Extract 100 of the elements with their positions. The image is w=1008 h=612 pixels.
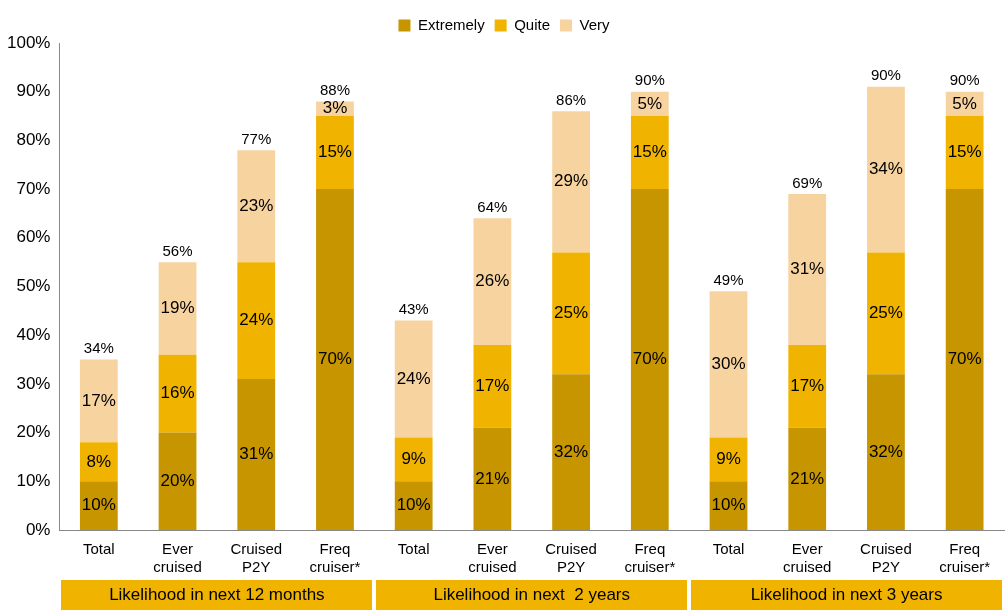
data-label: 9% (401, 449, 426, 469)
data-label: 8% (86, 451, 112, 471)
bar (473, 218, 512, 345)
data-label: 15% (632, 142, 667, 162)
bar (788, 344, 827, 428)
data-label: 17% (790, 376, 825, 396)
bar (237, 150, 276, 263)
data-label: 5% (637, 93, 663, 113)
total-label: 56% (162, 241, 193, 259)
data-label: 21% (790, 468, 825, 488)
bar (316, 116, 354, 190)
data-label: 25% (868, 302, 903, 322)
total-label: 90% (949, 71, 980, 89)
data-label: 9% (716, 449, 741, 469)
bar (473, 427, 512, 530)
data-label: 29% (554, 171, 589, 191)
y-tick-label: 10% (16, 470, 51, 490)
y-tick-label: 40% (16, 324, 51, 344)
data-label: 25% (554, 302, 589, 322)
x-tick-label: Ever cruised (153, 540, 202, 576)
y-tick-label: 90% (16, 81, 51, 101)
x-tick-label: Cruised P2Y (860, 540, 912, 576)
bar (316, 189, 354, 530)
bar (867, 374, 905, 530)
text: Likelihood in next 3 years (691, 580, 1002, 610)
bar (158, 354, 197, 433)
bar (630, 116, 669, 190)
bar (945, 116, 984, 190)
x-tick-label: Ever cruised (468, 540, 517, 576)
data-label: 34% (868, 159, 903, 179)
x-tick-label: Cruised P2Y (230, 540, 283, 576)
total-label: 77% (241, 129, 272, 147)
total-label: 90% (870, 66, 901, 84)
bar (788, 427, 827, 530)
bar (552, 374, 590, 530)
total-label: 69% (792, 173, 823, 191)
bar (867, 86, 905, 253)
x-tick-label: Cruised P2Y (545, 540, 597, 576)
y-tick-label: 60% (16, 227, 51, 247)
x-tick-label: Freq cruiser* (939, 540, 991, 576)
data-label: 31% (239, 444, 274, 464)
y-tick-label: 70% (16, 178, 51, 198)
x-tick-label: Ever cruised (783, 540, 832, 576)
bar (158, 262, 197, 355)
total-label: 34% (83, 339, 114, 357)
y-tick-label: 50% (16, 276, 51, 296)
bar (709, 291, 748, 438)
legend-label: Very (579, 15, 611, 33)
legend-label: Quite (514, 15, 551, 33)
data-label: 10% (81, 495, 116, 515)
text: Likelihood in next 12 months (61, 580, 373, 610)
data-label: 70% (317, 349, 352, 369)
bar (867, 252, 905, 375)
bar (158, 432, 197, 530)
bar (394, 320, 433, 438)
total-label: 64% (477, 197, 508, 215)
bar (945, 189, 984, 530)
bar (394, 437, 433, 482)
data-label: 17% (81, 390, 116, 410)
data-label: 5% (952, 93, 977, 113)
bar (552, 252, 590, 375)
total-label: 90% (634, 71, 665, 89)
bar (237, 379, 276, 530)
x-tick-label: Total (82, 540, 115, 558)
x-tick-label: Total (397, 540, 430, 558)
data-label: 10% (396, 495, 431, 515)
total-label: 49% (713, 271, 744, 289)
data-label: 31% (790, 259, 825, 279)
bar (630, 189, 669, 530)
y-tick-label: 30% (16, 373, 51, 393)
bar (237, 262, 276, 380)
bar (473, 344, 512, 428)
data-label: 19% (160, 298, 195, 318)
y-tick-label: 80% (16, 130, 51, 150)
x-tick-label: Freq cruiser* (624, 540, 676, 576)
data-label: 21% (475, 468, 510, 488)
total-label: 43% (398, 300, 429, 318)
data-label: 26% (475, 271, 510, 291)
data-label: 15% (947, 142, 982, 162)
data-label: 32% (868, 441, 903, 461)
data-label: 20% (160, 470, 195, 490)
data-label: 15% (317, 142, 352, 162)
data-label: 10% (711, 495, 746, 515)
text: Likelihood in next 2 years (376, 580, 688, 610)
data-label: 17% (475, 376, 510, 396)
y-tick-label: 0% (25, 519, 51, 539)
bar (79, 359, 118, 443)
y-tick-label: 100% (7, 32, 51, 52)
data-label: 3% (322, 98, 348, 118)
data-label: 16% (160, 383, 195, 403)
x-tick-label: Freq cruiser* (309, 540, 361, 576)
legend-label: Extremely (417, 15, 486, 33)
x-tick-label: Total (712, 540, 745, 558)
total-label: 86% (556, 90, 587, 108)
data-label: 70% (947, 349, 982, 369)
data-label: 24% (396, 368, 431, 388)
total-label: 88% (319, 81, 350, 99)
bar (552, 111, 590, 253)
data-label: 32% (554, 441, 589, 461)
data-label: 24% (239, 310, 274, 330)
